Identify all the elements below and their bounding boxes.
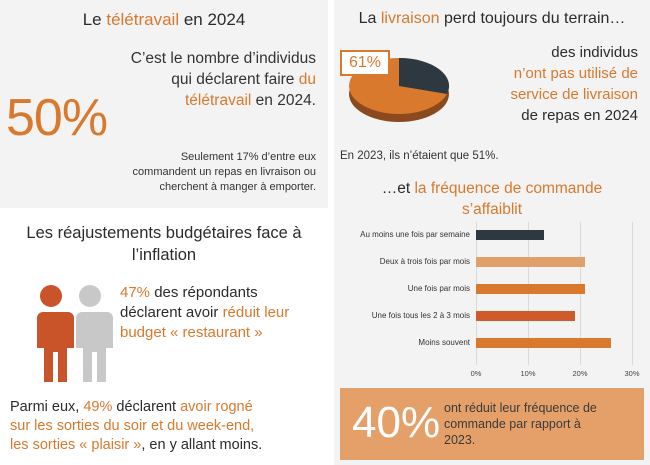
delivery-note: En 2023, ils n’étaient que 51%. — [340, 150, 499, 162]
chart-gridline — [632, 222, 633, 365]
chart-category-label: Une fois par mois — [407, 284, 470, 293]
delivery-title: La livraison perd toujours du terrain… — [358, 10, 626, 27]
person-grey-icon — [73, 285, 113, 382]
chart-x-tick-label: 20% — [572, 369, 588, 378]
telework-title: Le télétravail en 2024 — [82, 10, 246, 29]
frequency-subtitle: …et la fréquence de commande s’affaiblit — [381, 180, 603, 218]
people-icon — [34, 285, 113, 382]
telework-lead-text: C’est le nombre d’individus qui déclaren… — [130, 50, 316, 109]
chart-bar — [476, 338, 612, 348]
chart-bar — [476, 284, 586, 294]
chart-x-tick-label: 10% — [520, 369, 536, 378]
budget-title: Les réajustements budgétaires face à l’i… — [26, 224, 302, 264]
telework-percent: 50% — [6, 89, 108, 147]
chart-x-tick-label: 30% — [624, 369, 640, 378]
person-orange-icon — [34, 285, 74, 382]
budget-paragraph: Parmi eux, 49% déclarent avoir rogné sur… — [10, 399, 263, 453]
frequency-drop-percent: 40% — [352, 398, 441, 447]
budget-panel: Les réajustements budgétaires face à l’i… — [0, 212, 328, 465]
chart-x-tick-label: 0% — [470, 369, 482, 378]
chart-category-label: Moins souvent — [418, 338, 470, 347]
telework-panel: Le télétravail en 2024 C’est le nombre d… — [0, 0, 328, 208]
chart-bar — [476, 230, 544, 240]
pie-label-box: 61% — [340, 50, 390, 76]
pie-slice-dark — [399, 57, 450, 94]
frequency-bar-chart: 0% 10% 20% 30% Au moins une fois par semaine… — [334, 222, 650, 378]
delivery-lead-text: des individus n’ont pas utilisé de servi… — [510, 44, 638, 124]
delivery-panel: La livraison perd toujours du terrain… 6… — [334, 0, 650, 465]
chart-bar — [476, 311, 575, 321]
frequency-drop-text: ont réduit leur fréquence de commande pa… — [444, 401, 597, 447]
chart-category-label: Au moins une fois par semaine — [360, 230, 470, 239]
chart-category-label: Deux à trois fois par mois — [379, 257, 470, 266]
frequency-drop-box: 40% ont réduit leur fréquence de command… — [340, 388, 644, 460]
budget-stat-text: 47% des répondants déclarent avoir rédui… — [120, 284, 290, 341]
telework-note: Seulement 17% d’entre eux commandent un … — [132, 151, 316, 193]
chart-category-label: Une fois tous les 2 à 3 mois — [371, 311, 470, 320]
chart-bar — [476, 257, 586, 267]
